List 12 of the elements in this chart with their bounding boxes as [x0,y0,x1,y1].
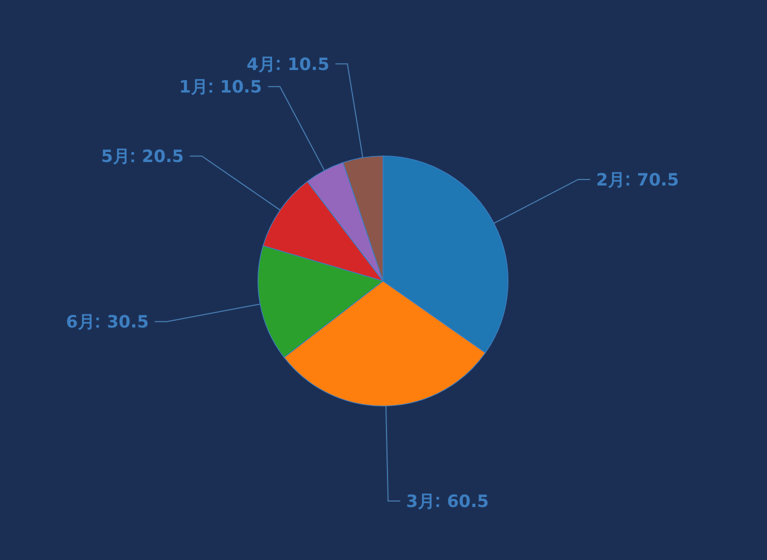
slice-label: 5月 [101,147,130,168]
slice-label: 4月 [246,54,276,75]
data-label: 10.5 [220,78,262,98]
data-label: 30.5 [106,312,149,333]
slice-label: 6月 [66,312,95,333]
slice-label: 3月 [406,492,435,512]
data-label: 10.5 [287,54,330,75]
slice-label: 2月 [596,170,626,190]
data-label: 20.5 [142,147,184,168]
data-label: 60.5 [446,492,489,512]
data-label: 70.5 [637,170,679,190]
slice-label: 1月 [179,78,208,98]
